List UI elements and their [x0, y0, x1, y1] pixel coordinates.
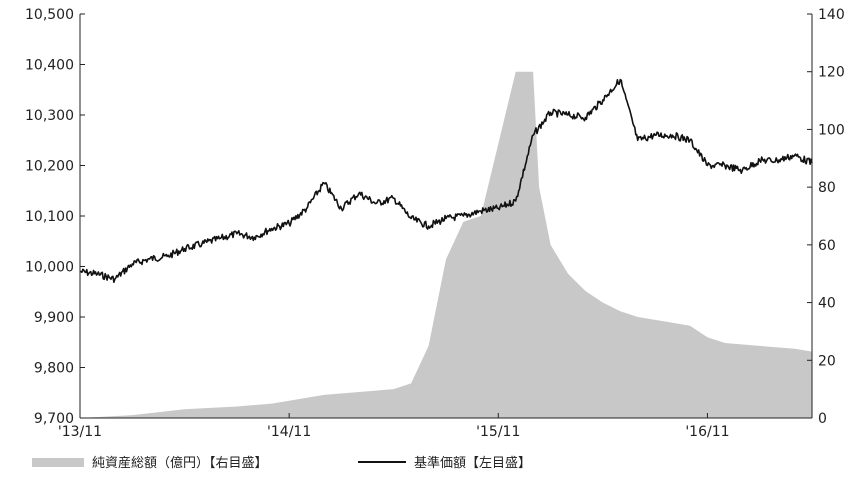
y-left-tick-label: 10,000 — [25, 260, 74, 276]
x-tick-label: '14/11 — [267, 424, 311, 440]
area-layer — [80, 71, 812, 418]
y-right-tick-label: 140 — [818, 7, 845, 23]
y-left-tick-label: 9,800 — [34, 361, 74, 377]
net-assets-area — [80, 71, 812, 418]
y-right-tick-label: 60 — [818, 238, 836, 254]
y-right-tick-label: 100 — [818, 122, 845, 138]
x-tick-label: '15/11 — [476, 424, 520, 440]
nav-line — [80, 78, 813, 283]
y-right-tick-label: 20 — [818, 353, 836, 369]
y-right-tick-label: 80 — [818, 180, 836, 196]
y-right-tick-label: 120 — [818, 65, 845, 81]
legend-label-net-assets: 純資産総額（億円）【右目盛】 — [92, 455, 268, 471]
x-tick-label: '16/11 — [685, 424, 729, 440]
legend-swatch-area — [32, 458, 84, 467]
y-left-tick-label: 9,700 — [34, 411, 74, 427]
line-layer — [80, 78, 813, 283]
legend: 純資産総額（億円）【右目盛】 基準価額【左目盛】 — [32, 455, 531, 471]
y-left-tick-label: 10,400 — [25, 58, 74, 74]
y-left-tick-label: 10,300 — [25, 108, 74, 124]
y-left-tick-label: 9,900 — [34, 310, 74, 326]
y-right-tick-label: 40 — [818, 296, 836, 312]
axis-layer: 9,700 9,800 9,900 10,000 10,100 10,200 10,300 1… — [25, 7, 845, 440]
y-left-tick-label: 10,500 — [25, 7, 74, 23]
x-tick-label: '13/11 — [58, 424, 102, 440]
y-left-tick-label: 10,100 — [25, 209, 74, 225]
y-right-tick-label: 0 — [818, 411, 827, 427]
legend-label-nav: 基準価額【左目盛】 — [414, 455, 531, 471]
y-left-tick-label: 10,200 — [25, 159, 74, 175]
